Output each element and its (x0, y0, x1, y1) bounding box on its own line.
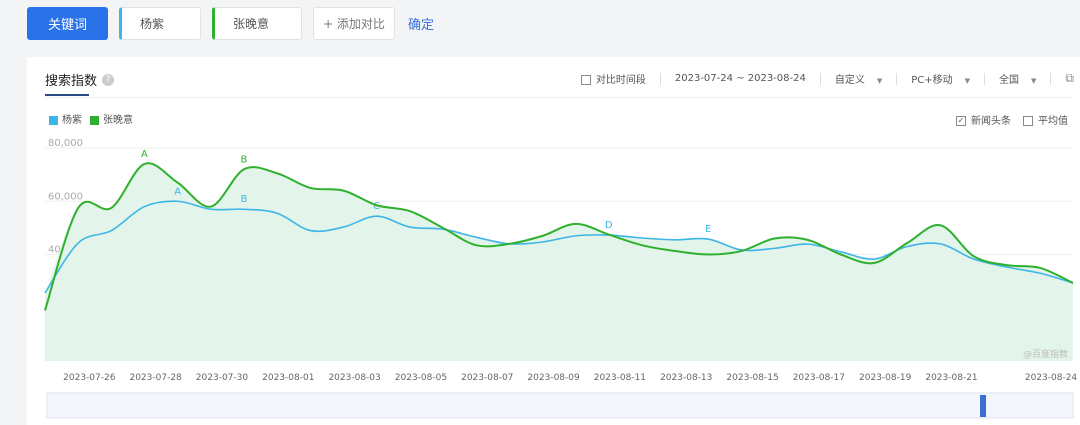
caret-down-icon: ▼ (1031, 77, 1037, 85)
annotation-C: C (373, 201, 380, 212)
caret-down-icon: ▼ (876, 77, 883, 85)
x-tick-label: 2023-08-21 (925, 373, 977, 383)
legend-yangzi[interactable]: 杨紫 (49, 111, 82, 126)
title-text: 搜索指数 (45, 74, 98, 89)
compare-label: 对比时间段 (595, 75, 646, 86)
annotation-A: A (174, 186, 181, 197)
average-label: 平均值 (1038, 116, 1068, 127)
panel-title: 搜索指数? (45, 70, 115, 89)
news-label: 新闻头条 (971, 116, 1011, 127)
date-range-picker[interactable]: 2023-07-24 ~ 2023-08-24 (674, 73, 806, 84)
series-line-yangzi (44, 200, 1074, 294)
x-tick-label: 2023-08-01 (262, 373, 314, 383)
x-tick-label: 2023-08-24 (1025, 373, 1078, 383)
x-tick-label: 2023-08-09 (527, 373, 580, 383)
divider (45, 97, 1072, 98)
legend-label: 杨紫 (62, 115, 82, 126)
x-tick-label: 2023-08-15 (726, 373, 778, 383)
x-tick-label: 2023-07-26 (63, 373, 116, 383)
checkbox-checked-icon[interactable]: ✓ (956, 116, 966, 126)
external-link-icon[interactable]: ⧉ (1065, 71, 1074, 85)
area-fill (45, 163, 1073, 361)
y-tick-label: 80,000 (48, 138, 83, 149)
custom-label: 自定义 (834, 75, 865, 86)
checkbox-icon[interactable] (580, 75, 591, 85)
annotation-B: B (241, 154, 248, 165)
news-toggle[interactable]: ✓ 新闻头条 (956, 112, 1011, 127)
keyword-zhangwanyi[interactable]: 张晚意 (212, 7, 302, 40)
x-tick-label: 2023-08-03 (328, 373, 380, 383)
x-tick-label: 2023-08-17 (793, 373, 845, 383)
x-tick-label: 2023-08-13 (660, 373, 712, 383)
x-tick-label: 2023-08-07 (461, 373, 513, 383)
annotation-B: B (241, 194, 248, 205)
y-tick-label: 60,000 (48, 191, 83, 202)
add-compare-button[interactable]: + 添加对比 (313, 7, 395, 40)
keyword-yangzi[interactable]: 杨紫 (119, 7, 201, 40)
chart-legend: 杨紫 张晚意 (49, 111, 133, 126)
device-label: PC+移动 (911, 75, 953, 86)
annotation-A: A (141, 149, 148, 160)
question-icon[interactable]: ? (102, 73, 115, 86)
chart-controls: 对比时间段 2023-07-24 ~ 2023-08-24 自定义 ▼ PC+移动… (580, 71, 1074, 86)
x-tick-label: 2023-08-11 (594, 373, 646, 383)
tab-underline (45, 94, 89, 96)
annotation-E: E (705, 224, 711, 235)
keyword-bar: 关键词 杨紫 张晚意 + 添加对比 确定 (27, 7, 434, 40)
watermark: @百度指数 (1023, 348, 1068, 360)
confirm-link[interactable]: 确定 (408, 18, 435, 33)
keyword-button[interactable]: 关键词 (27, 7, 108, 40)
chart-options: ✓ 新闻头条 平均值 (956, 112, 1068, 127)
x-tick-label: 2023-07-30 (196, 373, 249, 383)
device-dropdown[interactable]: PC+移动 ▼ (911, 71, 970, 86)
compare-period-toggle[interactable]: 对比时间段 (580, 71, 646, 86)
checkbox-icon[interactable] (1023, 116, 1033, 126)
x-tick-label: 2023-08-05 (395, 373, 447, 383)
region-label: 全国 (999, 75, 1020, 86)
x-tick-label: 2023-07-28 (129, 373, 182, 383)
legend-zhangwanyi[interactable]: 张晚意 (90, 111, 133, 126)
region-dropdown[interactable]: 全国 ▼ (999, 71, 1036, 86)
custom-dropdown[interactable]: 自定义 ▼ (835, 71, 882, 86)
time-range-slider (46, 392, 1074, 419)
x-tick-label: 2023-08-19 (859, 373, 912, 383)
annotation-D: D (605, 220, 613, 231)
average-toggle[interactable]: 平均值 (1023, 112, 1068, 127)
slider-handle (980, 395, 986, 417)
legend-label: 张晚意 (103, 115, 133, 126)
caret-down-icon: ▼ (964, 77, 971, 85)
